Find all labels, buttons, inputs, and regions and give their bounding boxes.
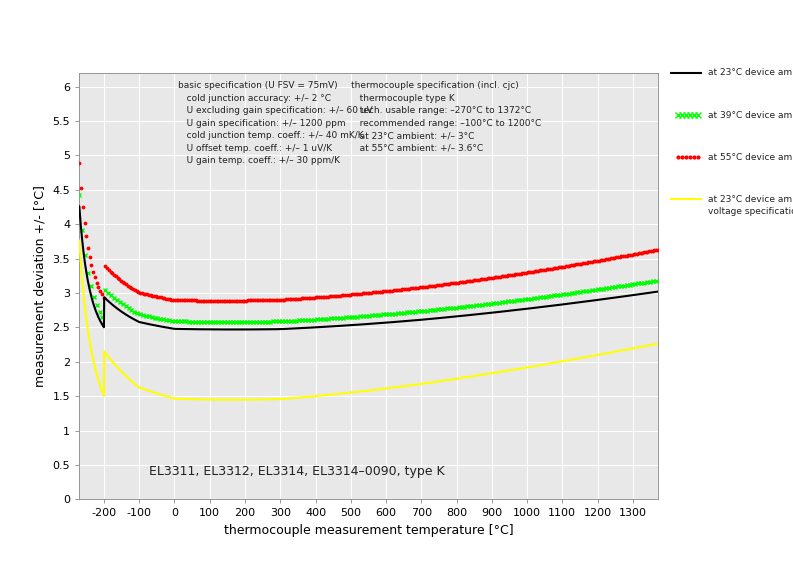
Text: at 23°C device ambient temp. (incl. cjc): at 23°C device ambient temp. (incl. cjc) [708, 68, 793, 77]
Text: at 23°C device ambient temp. (without cjc),: at 23°C device ambient temp. (without cj… [708, 195, 793, 204]
Text: basic specification (U FSV = 75mV)
   cold junction accuracy: +/– 2 °C
   U excl: basic specification (U FSV = 75mV) cold … [178, 81, 373, 165]
Y-axis label: measurement deviation +/- [°C]: measurement deviation +/- [°C] [34, 185, 47, 387]
Text: at 39°C device ambient temp. (incl. cjc): at 39°C device ambient temp. (incl. cjc) [708, 111, 793, 119]
Text: voltage specification transformed to temp.: voltage specification transformed to tem… [708, 207, 793, 216]
X-axis label: thermocouple measurement temperature [°C]: thermocouple measurement temperature [°C… [224, 524, 514, 537]
Text: EL3311, EL3312, EL3314, EL3314–0090, type K: EL3311, EL3312, EL3314, EL3314–0090, typ… [149, 465, 444, 478]
Text: thermocouple specification (incl. cjc)
   thermocouple type K
   tech. usable ra: thermocouple specification (incl. cjc) t… [351, 81, 542, 153]
Text: at 55°C device ambient temp. (incl. cjc): at 55°C device ambient temp. (incl. cjc) [708, 153, 793, 162]
